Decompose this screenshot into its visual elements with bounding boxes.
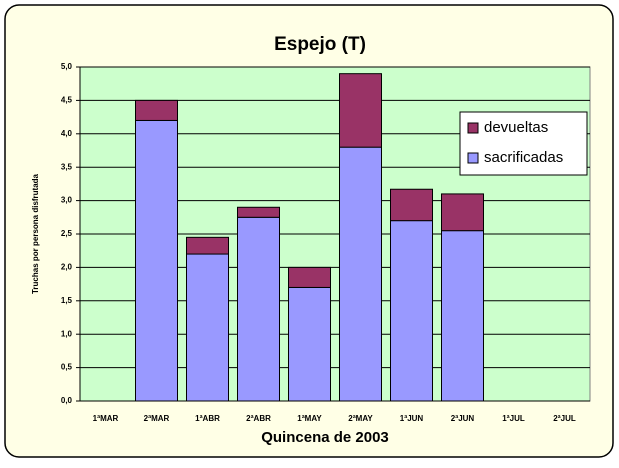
x-tick-label: 1ªJUL [502,414,525,423]
bar-segment [135,99,178,121]
y-tick-label: 2,0 [61,263,73,272]
y-tick-label: 5,0 [61,62,73,71]
bar-segment [186,253,229,402]
bar-segment [288,266,331,288]
x-tick-label: 1ªMAR [93,414,119,423]
bar-segment [288,286,331,402]
legend [459,111,588,176]
bar-segment [186,236,229,255]
bar-segment [339,146,382,402]
bar-segment [441,193,484,232]
y-axis-title: Truchas por persona disfrutada [31,173,40,294]
bar-segment [390,188,433,222]
x-tick-label: 2ªJUL [553,414,576,423]
x-tick-label: 2ªMAY [348,414,373,423]
x-tick-label: 2ªJUN [451,414,475,423]
x-tick-label: 1ªJUN [400,414,424,423]
y-tick-label: 4,0 [61,129,73,138]
x-tick-label: 2ªMAR [144,414,170,423]
bar-segment [441,230,484,402]
legend-label: devueltas [484,119,548,136]
y-tick-label: 0,0 [61,396,73,405]
y-tick-label: 1,0 [61,329,73,338]
legend-label: sacrificadas [484,149,563,166]
x-axis-title: Quincena de 2003 [261,429,389,446]
y-tick-label: 4,5 [61,96,73,105]
chart-title: Espejo (T) [274,34,366,55]
bar-segment [135,119,178,402]
x-tick-label: 2ªABR [246,414,271,423]
y-tick-label: 1,5 [61,296,73,305]
bar-segment [339,73,382,148]
y-tick-label: 3,5 [61,162,73,171]
y-tick-label: 2,5 [61,229,73,238]
legend-swatch [467,122,479,134]
y-tick-label: 3,0 [61,196,73,205]
bar-segment [237,216,280,402]
y-tick-label: 0,5 [61,363,73,372]
x-tick-label: 1ªABR [195,414,220,423]
bar-segment [390,220,433,402]
x-tick-label: 1ªMAY [297,414,322,423]
legend-swatch [467,152,479,164]
bar-segment [237,206,280,218]
